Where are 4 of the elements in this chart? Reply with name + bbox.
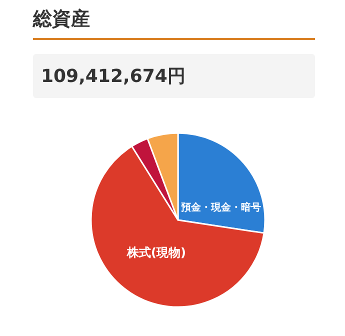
slice-label: 預金・現金・暗号	[180, 202, 261, 214]
text: 109,412,674円	[33, 54, 315, 98]
slice-label: 株式(現物)	[126, 246, 186, 260]
chart-title: 総資産	[33, 6, 315, 40]
